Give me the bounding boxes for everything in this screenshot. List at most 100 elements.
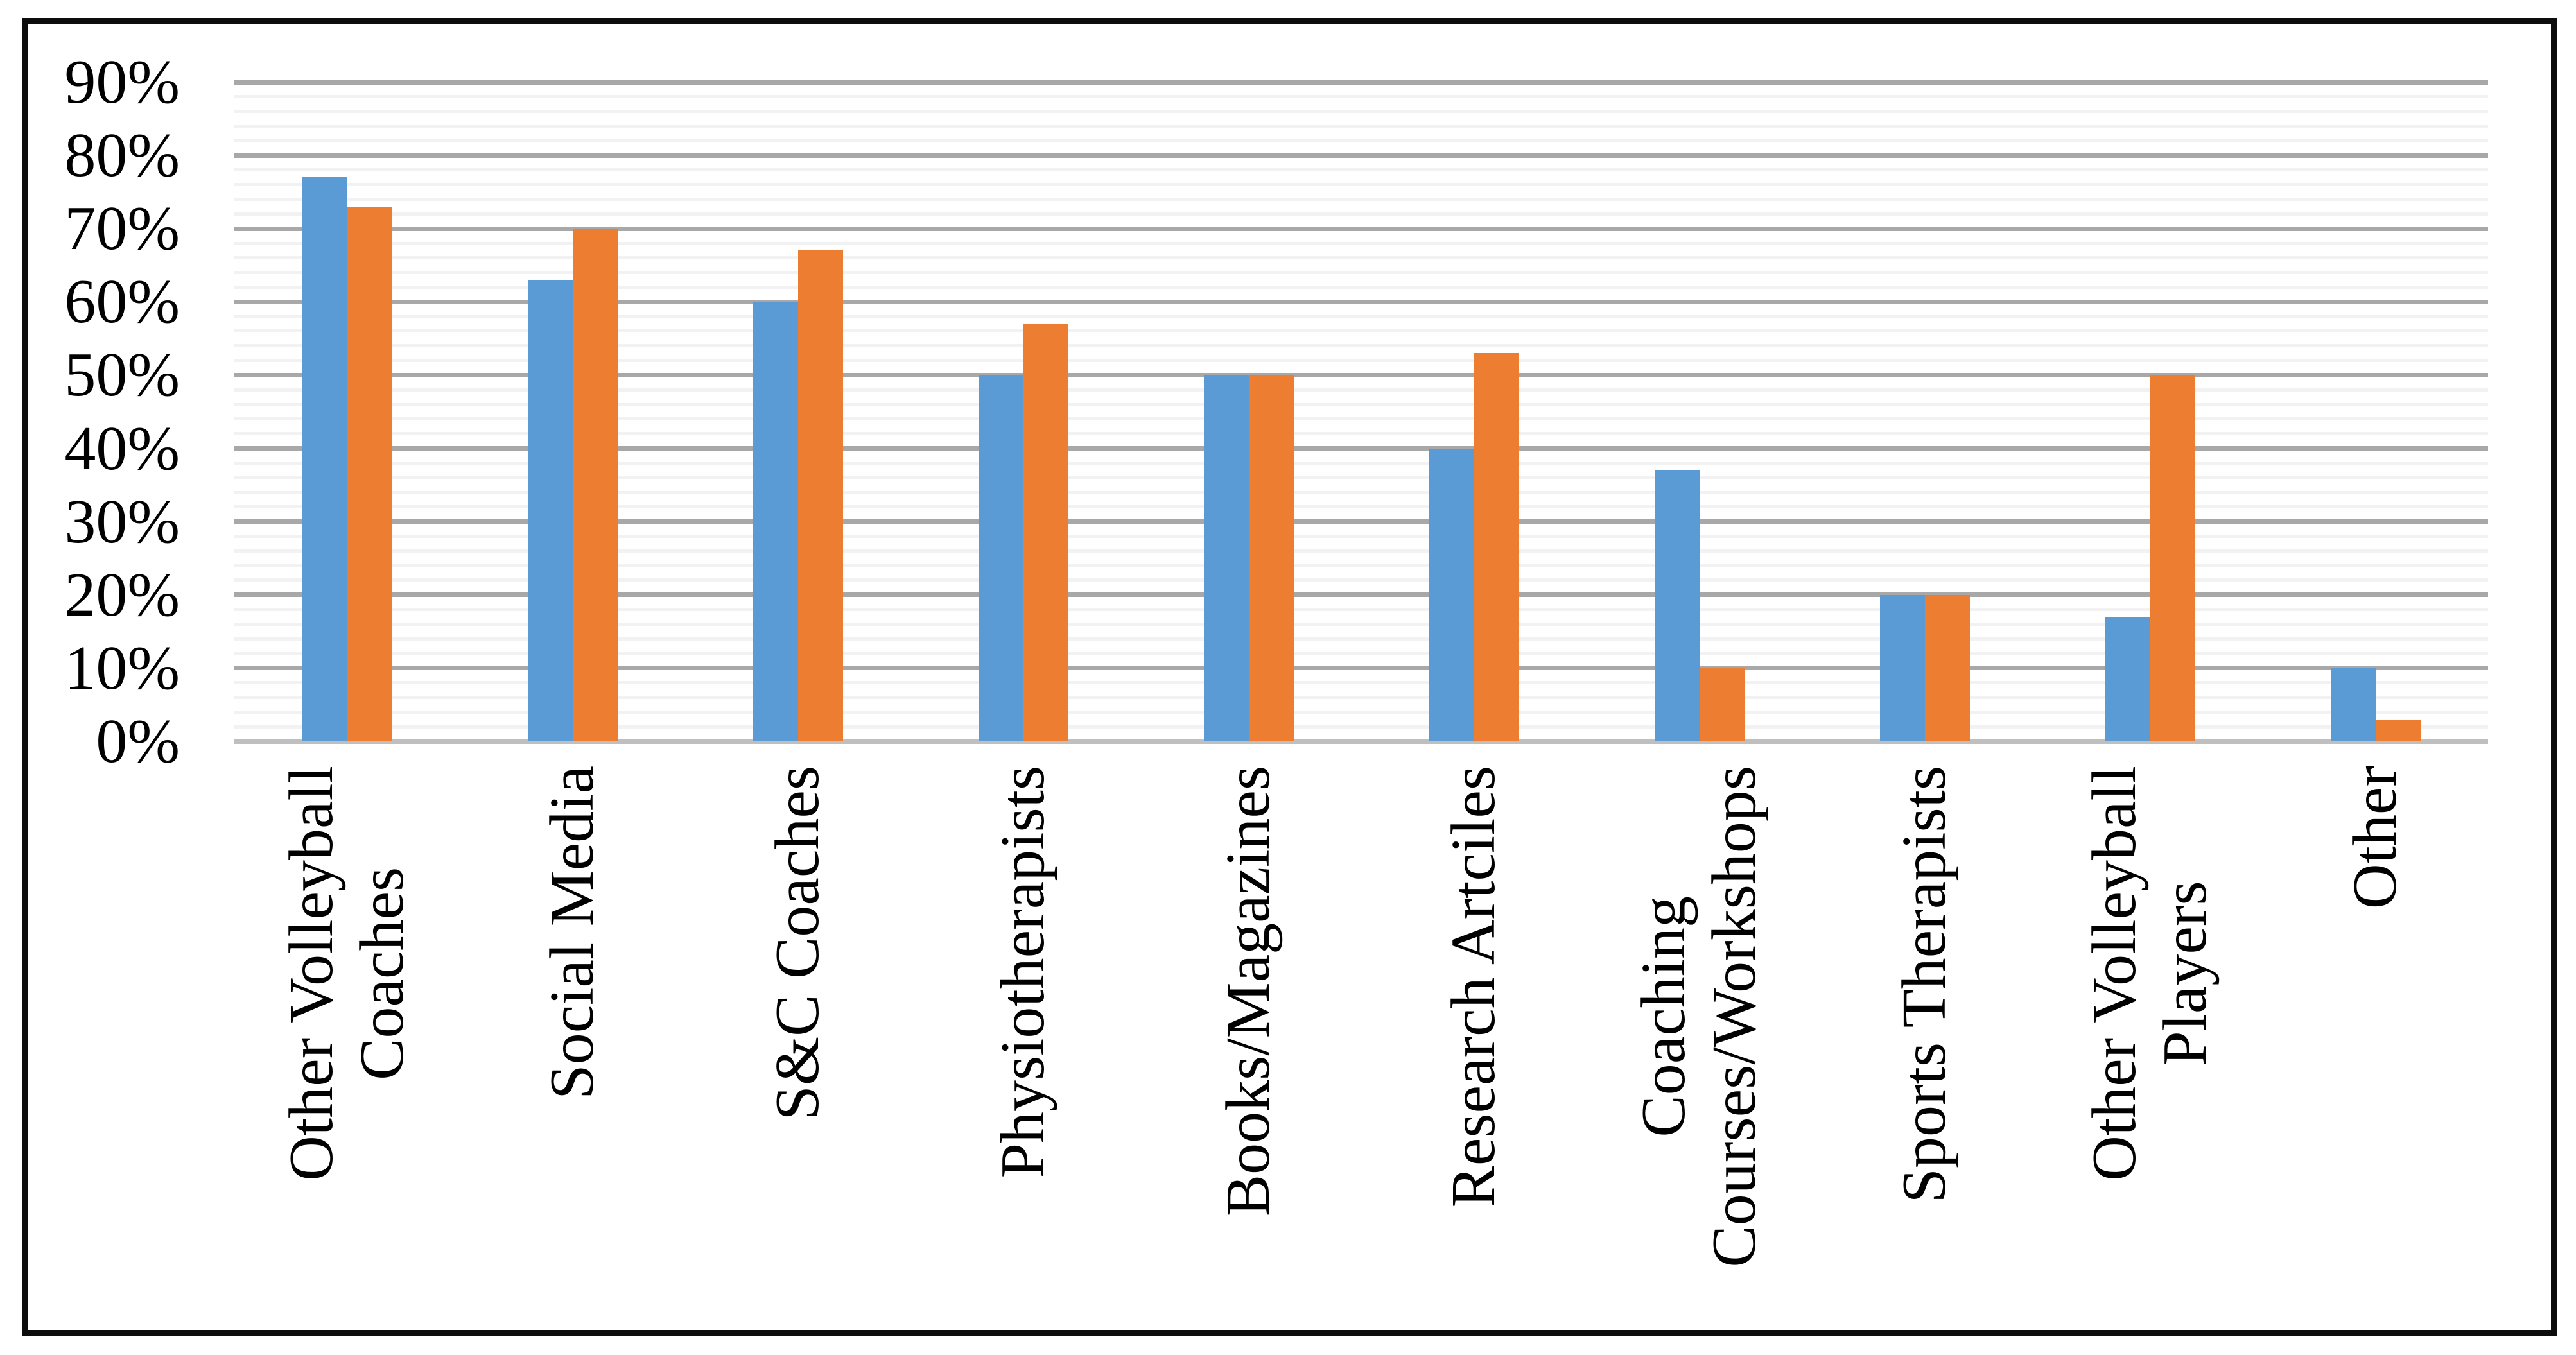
- x-category-label-text: Research Artciles: [1438, 766, 1508, 1208]
- minor-gridline: [234, 271, 2488, 275]
- major-gridline: [234, 519, 2488, 524]
- major-gridline: [234, 80, 2488, 85]
- x-category-label-text: Physiotherapists: [988, 766, 1057, 1178]
- minor-gridline: [234, 476, 2488, 479]
- bar-series-orange: [347, 207, 392, 741]
- minor-gridline: [234, 505, 2488, 509]
- major-gridline: [234, 592, 2488, 598]
- bar-series-blue: [1879, 595, 1925, 741]
- category-slot: [910, 82, 1136, 741]
- minor-gridline: [234, 168, 2488, 172]
- major-gridline: [234, 153, 2488, 158]
- category-slot: [1812, 82, 2037, 741]
- x-category-label-text: Sports Therapists: [1889, 766, 1959, 1204]
- minor-gridline: [234, 95, 2488, 99]
- minor-gridline: [234, 696, 2488, 700]
- x-category-label: Sports Therapists: [1812, 766, 2037, 1322]
- y-tick-label: 80%: [64, 121, 180, 191]
- minor-gridline: [234, 359, 2488, 363]
- minor-gridline: [234, 534, 2488, 538]
- x-category-label: Other Volleyball Players: [2037, 766, 2263, 1322]
- x-category-label: S&C Coaches: [685, 766, 910, 1322]
- bar-series-blue: [1429, 449, 1474, 741]
- y-tick-label: 20%: [64, 560, 180, 630]
- y-tick-label: 70%: [64, 194, 180, 264]
- minor-gridline: [234, 256, 2488, 260]
- bar-series-orange: [797, 250, 843, 741]
- category-slot: [2037, 82, 2263, 741]
- x-category-label-text: S&C Coaches: [762, 766, 832, 1121]
- bar-series-orange: [2150, 375, 2195, 741]
- minor-gridline: [234, 637, 2488, 641]
- minor-gridline: [234, 124, 2488, 128]
- minor-gridline: [234, 549, 2488, 553]
- y-tick-label: 40%: [64, 413, 180, 483]
- x-category-label-text: Books/Magazines: [1213, 766, 1283, 1217]
- bar-series-blue: [978, 375, 1023, 741]
- category-slot: [1587, 82, 1812, 741]
- bar-series-orange: [2375, 720, 2421, 741]
- minor-gridline: [234, 490, 2488, 494]
- x-axis-baseline: [234, 739, 2488, 744]
- bar-series-orange: [1924, 595, 1970, 741]
- minor-gridline: [234, 315, 2488, 318]
- x-category-label: Coaching Courses/Workshops: [1587, 766, 1812, 1322]
- category-slot: [460, 82, 685, 741]
- minor-gridline: [234, 402, 2488, 406]
- minor-gridline: [234, 432, 2488, 436]
- x-category-label-text: Social Media: [537, 766, 607, 1100]
- bar-series-orange: [1699, 668, 1745, 741]
- bar-series-blue: [1203, 375, 1249, 741]
- category-slot: [1136, 82, 1361, 741]
- x-category-label-text: Coaching Courses/Workshops: [1628, 766, 1769, 1268]
- minor-gridline: [234, 212, 2488, 216]
- category-slot: [234, 82, 460, 741]
- plot-area: [234, 80, 2488, 744]
- bar-series-orange: [572, 229, 618, 741]
- minor-gridline: [234, 286, 2488, 289]
- y-tick-label: 50%: [64, 340, 180, 410]
- x-category-label-text: Other Volleyball Players: [2079, 766, 2220, 1181]
- minor-gridline: [234, 198, 2488, 202]
- minor-gridline: [234, 622, 2488, 626]
- category-slot: [2263, 82, 2488, 741]
- minor-gridline: [234, 183, 2488, 187]
- minor-gridline: [234, 681, 2488, 685]
- minor-gridline: [234, 329, 2488, 333]
- bar-series-orange: [1023, 324, 1068, 741]
- minor-gridline: [234, 652, 2488, 655]
- minor-gridline: [234, 417, 2488, 421]
- y-tick-label: 30%: [64, 487, 180, 557]
- minor-gridline: [234, 564, 2488, 567]
- x-category-label: Other Volleyball Coaches: [234, 766, 460, 1322]
- minor-gridline: [234, 461, 2488, 465]
- category-slot: [685, 82, 910, 741]
- major-gridline: [234, 299, 2488, 304]
- y-tick-label: 10%: [64, 633, 180, 703]
- major-gridline: [234, 372, 2488, 377]
- bar-series-orange: [1248, 375, 1294, 741]
- minor-gridline: [234, 578, 2488, 582]
- bar-series-blue: [527, 280, 573, 741]
- minor-gridline: [234, 725, 2488, 729]
- y-axis: 0% 10% 20% 30% 40% 50% 60% 70% 80% 90%: [0, 0, 180, 1355]
- major-gridline: [234, 226, 2488, 231]
- minor-gridline: [234, 710, 2488, 714]
- bar-series-blue: [2105, 617, 2150, 741]
- x-category-label-text: Other Volleyball Coaches: [276, 766, 417, 1181]
- minor-gridline: [234, 608, 2488, 612]
- x-category-label: Books/Magazines: [1136, 766, 1361, 1322]
- minor-gridline: [234, 388, 2488, 392]
- x-category-label: Other: [2263, 766, 2488, 1322]
- minor-gridline: [234, 110, 2488, 114]
- minor-gridline: [234, 139, 2488, 142]
- major-gridline: [234, 666, 2488, 671]
- bar-series-blue: [2330, 668, 2376, 741]
- x-category-label: Research Artciles: [1361, 766, 1587, 1322]
- bar-series-orange: [1474, 353, 1519, 741]
- x-category-label-text: Other: [2340, 766, 2410, 910]
- minor-gridline: [234, 344, 2488, 348]
- category-slot: [1361, 82, 1587, 741]
- y-tick-label: 90%: [64, 47, 180, 117]
